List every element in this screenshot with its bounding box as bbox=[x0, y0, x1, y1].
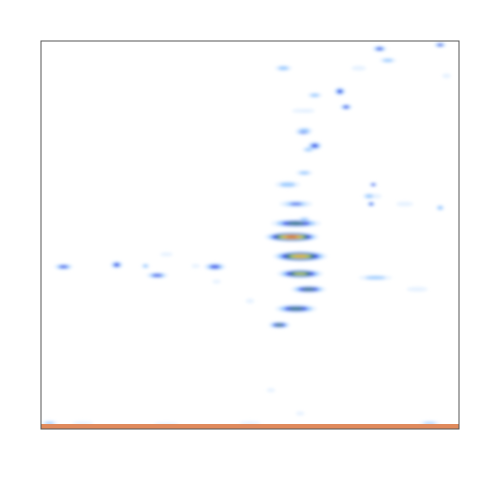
heatmap-blob bbox=[396, 202, 413, 207]
heatmap-contour bbox=[343, 106, 349, 108]
heatmap-blob bbox=[204, 263, 226, 270]
heatmap-contour bbox=[438, 206, 443, 209]
heatmap-blob bbox=[160, 253, 173, 257]
heatmap-blob bbox=[141, 264, 149, 269]
heatmap-contour bbox=[299, 172, 309, 175]
heatmap-blob bbox=[212, 280, 220, 284]
heatmap-blob bbox=[372, 46, 387, 51]
heatmap-blob bbox=[277, 270, 323, 279]
heatmap-contour bbox=[290, 203, 301, 205]
heatmap-contour bbox=[371, 184, 375, 186]
heatmap-blob bbox=[268, 322, 290, 328]
heatmap-contour bbox=[376, 48, 383, 50]
heatmap-contour bbox=[212, 280, 220, 284]
heatmap-contour bbox=[192, 264, 200, 268]
heatmap-blob bbox=[380, 58, 397, 63]
heatmap-contour bbox=[276, 324, 284, 326]
heatmap-blob bbox=[308, 93, 323, 98]
heatmap-contour bbox=[294, 273, 307, 275]
heatmap-contour bbox=[286, 236, 297, 238]
heatmap-contour bbox=[302, 288, 314, 290]
heatmap-contour bbox=[294, 255, 307, 257]
heatmap-blob bbox=[275, 305, 317, 313]
heatmap-blob bbox=[359, 275, 392, 280]
heatmap-blob bbox=[192, 264, 200, 268]
heatmap-contour bbox=[143, 265, 148, 268]
heatmap-blob bbox=[292, 109, 309, 113]
heatmap-blob bbox=[291, 286, 327, 293]
heatmap-contour bbox=[287, 222, 304, 225]
heatmap-blob bbox=[351, 66, 366, 71]
heatmap-blob bbox=[369, 183, 377, 187]
heatmap-contour bbox=[210, 265, 220, 268]
heatmap-blob bbox=[273, 251, 327, 261]
heatmap-contour bbox=[289, 307, 304, 310]
heatmap-blob bbox=[442, 74, 450, 79]
heatmap-blob bbox=[275, 66, 292, 71]
heatmap-contour bbox=[396, 202, 413, 207]
heatmap-blob bbox=[434, 43, 447, 48]
heatmap-contour bbox=[365, 195, 373, 198]
heatmap-blob bbox=[296, 412, 304, 416]
heatmap-blob bbox=[267, 388, 275, 392]
heatmap-contour bbox=[296, 412, 304, 416]
heatmap-blob bbox=[363, 194, 376, 199]
plot-background bbox=[41, 41, 459, 429]
heatmap-blob bbox=[146, 273, 168, 278]
heatmap-blob bbox=[298, 217, 311, 222]
heatmap-blob bbox=[436, 205, 444, 210]
heatmap-blob bbox=[340, 104, 353, 109]
heatmap-blob bbox=[271, 220, 321, 228]
heatmap-contour bbox=[312, 144, 319, 147]
heatmap-contour bbox=[278, 67, 288, 70]
baseline-band bbox=[41, 424, 459, 429]
heatmap-contour bbox=[246, 299, 254, 304]
heatmap-blob bbox=[308, 142, 323, 150]
heatmap-blob bbox=[367, 202, 375, 207]
heatmap-blob bbox=[296, 128, 313, 133]
heatmap-contour bbox=[423, 422, 436, 424]
heatmap-contour bbox=[337, 90, 342, 93]
heatmap-contour bbox=[114, 263, 120, 266]
heatmap-blob bbox=[54, 264, 73, 269]
heatmap-contour bbox=[299, 129, 309, 132]
heatmap-blob bbox=[265, 232, 319, 241]
heatmap-contour bbox=[292, 109, 309, 113]
heatmap-blob bbox=[110, 261, 123, 268]
heatmap-contour bbox=[310, 94, 319, 97]
heatmap-blob bbox=[334, 88, 346, 96]
heatmap-contour bbox=[267, 388, 275, 392]
heatmap-contour bbox=[351, 66, 366, 71]
heatmap-contour bbox=[160, 253, 173, 257]
heatmap-blob bbox=[275, 182, 300, 188]
heatmap-contour bbox=[437, 44, 443, 46]
heatmap-blob bbox=[246, 299, 254, 304]
heatmap-contour bbox=[383, 59, 393, 62]
heatmap-blob bbox=[296, 171, 313, 176]
heatmap-contour bbox=[369, 203, 373, 205]
heatmap-contour bbox=[407, 287, 428, 292]
heatmap-contour bbox=[280, 183, 295, 187]
heatmap-contour bbox=[152, 274, 162, 276]
heatmap-contour bbox=[300, 218, 308, 221]
heatmap-contour bbox=[59, 266, 67, 268]
heatmap-blob bbox=[407, 287, 428, 292]
heatmap-contour bbox=[442, 74, 450, 79]
heatmap-blob bbox=[284, 202, 309, 207]
heatmap-contour bbox=[365, 276, 386, 279]
